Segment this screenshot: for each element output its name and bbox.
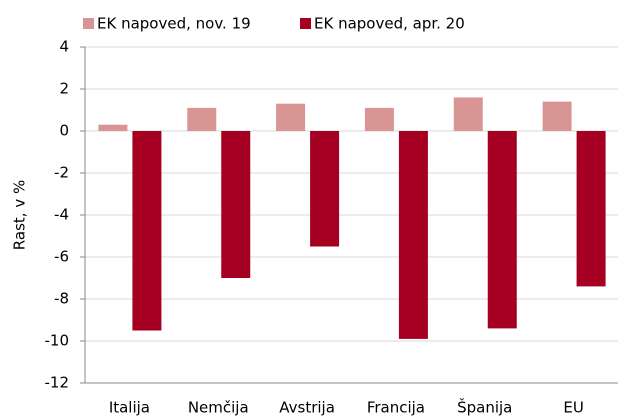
bar (310, 131, 340, 247)
bar (276, 103, 306, 131)
bar (364, 107, 394, 131)
y-tick-label: 4 (59, 38, 69, 56)
y-tick-label: 2 (59, 80, 69, 98)
y-tick-label: -10 (45, 332, 70, 350)
bar (453, 97, 483, 131)
y-tick-label: -8 (54, 290, 69, 308)
x-tick-label: Španija (457, 398, 512, 417)
bar (98, 124, 128, 131)
legend-swatch (83, 18, 94, 29)
bar (398, 131, 428, 339)
bar (576, 131, 606, 287)
y-tick-label: -2 (54, 164, 69, 182)
y-tick-label: 0 (59, 122, 69, 140)
y-tick-label: -6 (54, 248, 69, 266)
bar (487, 131, 517, 329)
x-tick-label: Italija (109, 399, 150, 417)
bar (542, 101, 572, 131)
x-tick-label: Francija (367, 399, 425, 417)
bar (132, 131, 162, 331)
bar (187, 107, 217, 131)
legend-swatch (300, 18, 311, 29)
legend-label: EK napoved, apr. 20 (314, 15, 465, 33)
bar (221, 131, 251, 278)
y-tick-label: -12 (45, 374, 70, 392)
x-tick-label: EU (563, 399, 583, 417)
legend-label: EK napoved, nov. 19 (97, 15, 251, 33)
y-tick-label: -4 (54, 206, 69, 224)
y-axis-label: Rast, v % (11, 180, 29, 250)
x-tick-label: Nemčija (188, 399, 249, 417)
x-tick-label: Avstrija (279, 399, 335, 417)
